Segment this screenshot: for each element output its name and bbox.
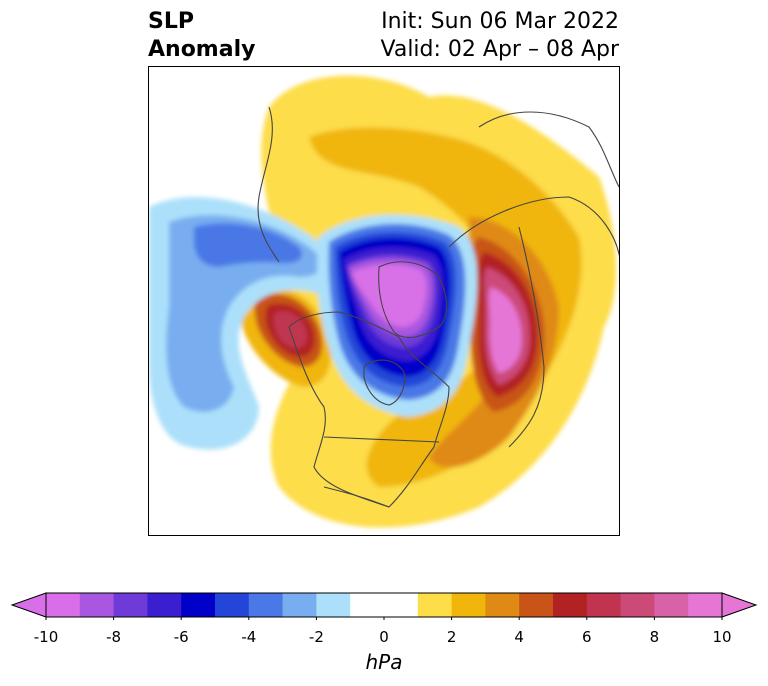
colorbar-segment [620, 593, 655, 617]
contour-pos-8 [488, 287, 522, 373]
colorbar-segment [688, 593, 723, 617]
title-slp: SLP [148, 9, 194, 34]
colorbar-segment [553, 593, 588, 617]
coastline-europe [478, 111, 619, 188]
colorbar-segment [147, 593, 182, 617]
coastline-eurasia [448, 196, 619, 448]
border-mexico [323, 486, 390, 508]
colorbar-extend-max [721, 592, 758, 618]
colorbar-tick-label: -2 [308, 628, 324, 646]
map-lines [257, 106, 619, 508]
colorbar-segment [282, 593, 317, 617]
colorbar-segment [350, 593, 419, 617]
coastline-greenland [378, 261, 448, 338]
valid-range: Valid: 02 Apr – 08 Apr [380, 37, 620, 62]
colorbar-tick-label: -8 [106, 628, 122, 646]
colorbar-segment [113, 593, 148, 617]
colorbar-segment [79, 593, 115, 617]
title-anomaly: Anomaly [148, 37, 256, 62]
colorbar-segment [248, 593, 284, 617]
anomaly-map [148, 66, 620, 536]
colorbar-segment [316, 593, 351, 617]
colorbar-tick-label: 6 [582, 628, 592, 646]
colorbar-tick-label: 2 [446, 628, 457, 646]
colorbar-tick-label: 0 [379, 628, 389, 646]
coastline-asia-pacific [257, 106, 280, 263]
init-date: Init: Sun 06 Mar 2022 [381, 9, 619, 34]
colorbar-segments [10, 592, 758, 620]
colorbar-segment [46, 593, 81, 617]
colorbar-tick-label: -4 [241, 628, 257, 646]
colorbar-tick-label: 8 [649, 628, 660, 646]
map-title: SLP Anomaly [148, 8, 255, 64]
contour-fill [149, 75, 617, 528]
colorbar-tick-label: -10 [33, 628, 59, 646]
border-canada-us [323, 436, 440, 443]
colorbar-segment [519, 593, 554, 617]
colorbar-unit-label: hPa [365, 650, 403, 674]
map-canvas [149, 75, 619, 528]
colorbar-segment [451, 593, 486, 617]
coastline-hudson [363, 359, 406, 406]
colorbar-tick-label: 10 [712, 628, 732, 646]
contour-neg-arctic-10 [352, 264, 427, 327]
colorbar-tick-label: 4 [514, 628, 524, 646]
colorbar [10, 592, 758, 620]
contour-neg-2 [166, 215, 322, 412]
colorbar-tick-label: -6 [173, 628, 189, 646]
colorbar-segment [485, 593, 520, 617]
colorbar-segment [417, 593, 453, 617]
colorbar-segment [654, 593, 689, 617]
colorbar-segment [181, 593, 216, 617]
colorbar-extend-min [10, 592, 47, 618]
colorbar-segment [586, 593, 622, 617]
coastline-north-america [288, 311, 450, 508]
colorbar-segment [215, 593, 250, 617]
forecast-dates: Init: Sun 06 Mar 2022 Valid: 02 Apr – 08… [381, 8, 620, 64]
